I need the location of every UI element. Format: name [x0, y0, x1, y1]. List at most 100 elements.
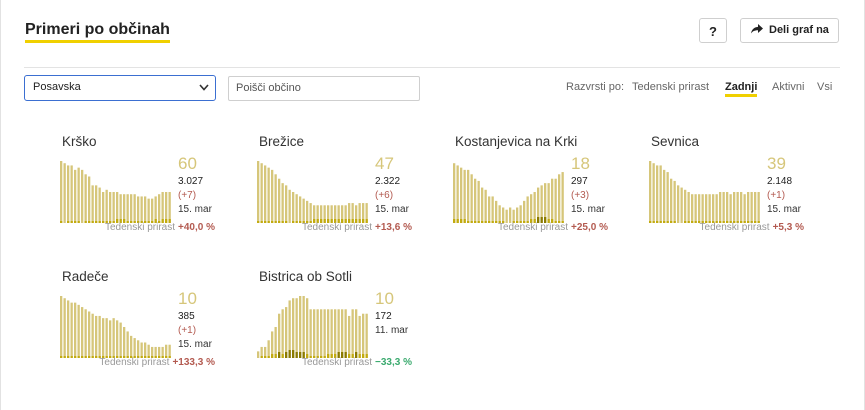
- active-cases-bar: [81, 169, 84, 223]
- new-cases-bar: [278, 352, 281, 358]
- new-cases-bar: [687, 221, 690, 223]
- active-cases-bar: [154, 196, 157, 223]
- sort-option-weekly-growth[interactable]: Tedenski prirast: [632, 81, 710, 93]
- new-cases-bar: [140, 221, 143, 223]
- active-cases-bar: [358, 315, 361, 358]
- new-cases-bar: [537, 217, 540, 223]
- active-cases-bar: [509, 207, 512, 223]
- new-cases-bar: [147, 356, 150, 358]
- new-cases-bar: [119, 356, 122, 358]
- new-cases-bar: [743, 221, 746, 223]
- daily-change-value: (+7): [178, 190, 197, 201]
- new-cases-bar: [491, 221, 494, 223]
- active-cases-bar: [285, 307, 288, 358]
- new-cases-bar: [267, 221, 270, 223]
- new-cases-bar: [105, 221, 108, 223]
- active-cases-bar: [158, 194, 161, 223]
- new-cases-bar: [705, 221, 708, 223]
- municipality-card[interactable]: Sevnica 39 2.148 (+1) 15. mar Tedenski p…: [649, 134, 824, 244]
- active-cases-bar: [551, 178, 554, 223]
- new-cases-bar: [154, 356, 157, 358]
- active-cases-bar: [712, 194, 715, 223]
- active-cases-bar: [533, 192, 536, 223]
- active-cases-bar: [292, 298, 295, 358]
- new-cases-bar: [334, 219, 337, 223]
- new-cases-bar: [316, 356, 319, 358]
- weekly-growth: Tedenski prirast +133,3 %: [99, 357, 215, 368]
- new-cases-bar: [348, 219, 351, 223]
- municipality-card[interactable]: Kostanjevica na Krki 18 297 (+3) 15. mar…: [453, 134, 628, 244]
- new-cases-bar: [295, 221, 298, 223]
- active-cases-bar: [137, 340, 140, 358]
- active-cases-bar: [362, 203, 365, 223]
- new-cases-bar: [463, 219, 466, 223]
- new-cases-bar: [365, 354, 368, 358]
- sort-option-latest[interactable]: Zadnji: [725, 81, 758, 97]
- active-cases-bar: [151, 198, 154, 223]
- active-cases-bar: [351, 309, 354, 358]
- new-cases-bar: [299, 352, 302, 358]
- new-cases-bar: [81, 356, 84, 358]
- active-cases-bar: [288, 300, 291, 358]
- last-date: 15. mar: [178, 204, 212, 215]
- active-cases-bar: [558, 174, 561, 223]
- new-cases-bar: [278, 221, 281, 223]
- new-cases-bar: [358, 219, 361, 223]
- municipality-card[interactable]: Radeče 10 385 (+1) 15. mar Tedenski prir…: [60, 269, 235, 379]
- active-cases-bar: [323, 205, 326, 223]
- new-cases-bar: [309, 221, 312, 223]
- active-cases-bar: [133, 338, 136, 358]
- municipality-card[interactable]: Bistrica ob Sotli 10 172 11. mar Tedensk…: [257, 269, 432, 379]
- new-cases-bar: [63, 356, 66, 358]
- new-cases-bar: [495, 221, 498, 223]
- active-cases-bar: [348, 203, 351, 223]
- new-cases-bar: [91, 221, 94, 223]
- new-cases-bar: [112, 221, 115, 223]
- active-cases-bar: [323, 309, 326, 358]
- municipality-card[interactable]: Brežice 47 2.322 (+6) 15. mar Tedenski p…: [257, 134, 432, 244]
- municipality-bar-chart: [453, 163, 564, 223]
- new-cases-bar: [477, 221, 480, 223]
- active-cases-bar: [140, 196, 143, 223]
- new-cases-bar: [320, 219, 323, 223]
- sort-option-all[interactable]: Vsi: [817, 81, 833, 93]
- municipality-name: Radeče: [62, 269, 109, 284]
- active-cases-bar: [316, 205, 319, 223]
- new-cases-bar: [313, 219, 316, 223]
- active-cases-bar: [264, 165, 267, 223]
- active-cases-bar: [663, 169, 666, 223]
- municipality-bar-chart: [60, 296, 171, 358]
- active-cases-bar: [116, 320, 119, 358]
- new-cases-bar: [488, 221, 491, 223]
- active-cases-bar: [299, 196, 302, 223]
- active-cases-bar: [288, 189, 291, 223]
- active-cases-bar: [341, 309, 344, 358]
- active-cases-bar: [116, 192, 119, 223]
- active-cases-bar: [95, 315, 98, 358]
- active-cases-bar: [516, 207, 519, 223]
- new-cases-bar: [544, 217, 547, 223]
- new-cases-bar: [754, 221, 757, 223]
- help-button[interactable]: ?: [699, 18, 727, 43]
- new-cases-bar: [74, 221, 77, 223]
- new-cases-bar: [729, 221, 732, 223]
- active-cases-bar: [95, 185, 98, 223]
- active-cases-bar: [70, 165, 73, 223]
- active-cases-bar: [313, 205, 316, 223]
- active-cases-bar: [67, 165, 70, 223]
- sort-label: Razvrsti po:: [566, 81, 625, 93]
- new-cases-bar: [112, 356, 115, 358]
- active-cases-bar: [736, 192, 739, 223]
- active-cases-bar: [295, 298, 298, 358]
- new-cases-bar: [60, 221, 63, 223]
- active-cases-bar: [168, 344, 171, 358]
- region-select-value: Posavska: [33, 81, 81, 93]
- municipality-card[interactable]: Krško 60 3.027 (+7) 15. mar Tedenski pri…: [60, 134, 235, 244]
- new-cases-bar: [701, 221, 704, 223]
- new-cases-bar: [274, 221, 277, 223]
- share-chart-button[interactable]: Deli graf na: [740, 18, 839, 43]
- region-select[interactable]: Posavska: [24, 75, 216, 101]
- sort-option-active[interactable]: Aktivni: [772, 81, 805, 93]
- municipality-search-input[interactable]: Poišči občino: [228, 76, 420, 101]
- daily-change-value: (+3): [571, 190, 590, 201]
